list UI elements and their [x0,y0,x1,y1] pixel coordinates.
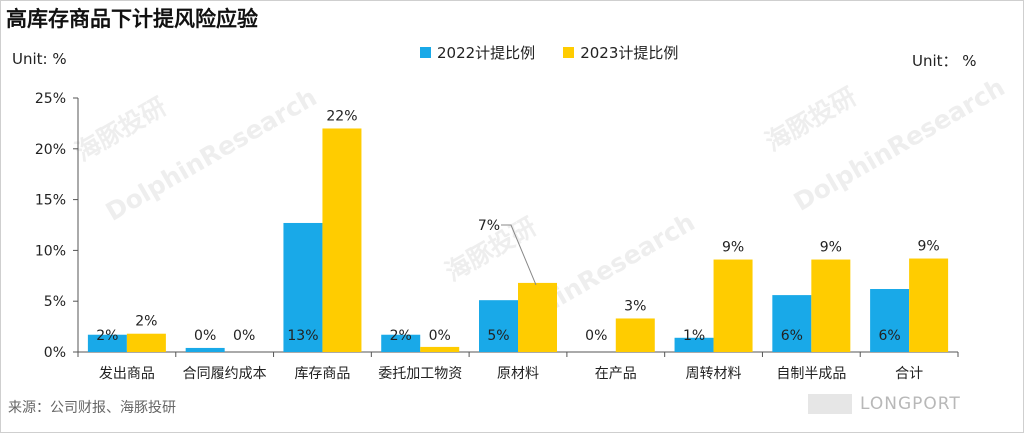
data-label-2023: 7% [478,218,500,234]
bar-2023 [615,318,655,352]
data-label-2022: 2% [390,328,412,344]
bar-2022 [87,334,127,352]
data-label-2023: 0% [233,328,255,344]
bar-2022 [283,222,323,352]
data-label-2022: 6% [781,328,803,344]
x-tick-label: 原材料 [497,366,539,382]
data-label-2022: 0% [585,328,607,344]
x-tick-label: 合计 [895,366,923,382]
data-label-2023: 9% [722,240,744,256]
x-tick-label: 在产品 [595,366,637,382]
legend-swatch-2023 [563,47,575,58]
bar-2022 [381,334,421,352]
bar-2023 [713,259,753,352]
unit-label-right: Unit： % [912,52,977,70]
bar-2023 [322,128,362,352]
x-tick-label: 合同履约成本 [183,366,267,382]
leader-line [501,224,537,286]
data-label-2022: 6% [879,328,901,344]
data-label-2022: 0% [194,328,216,344]
y-tick-label: 0% [44,345,66,361]
y-tick-label: 5% [44,294,66,310]
x-tick-label: 自制半成品 [776,366,846,382]
bar-2022 [674,337,714,352]
data-label-2022: 5% [487,328,509,344]
bar-2023 [126,333,166,352]
y-tick-label: 25% [35,91,66,107]
y-tick-label: 10% [35,243,66,259]
bar-2022 [185,347,225,352]
brand-mark-icon [808,394,852,414]
x-tick-label: 周转材料 [686,366,742,382]
legend-label-2022: 2022计提比例 [437,44,536,62]
bar-2023 [518,282,557,352]
x-tick-label: 发出商品 [99,366,155,382]
data-label-2023: 2% [135,314,157,330]
y-tick-label: 15% [35,193,66,209]
x-tick-label: 库存商品 [294,366,350,382]
legend-swatch-2022 [420,47,431,58]
legend: 2022计提比例 2023计提比例 [420,42,678,63]
data-label-2022: 2% [96,328,118,344]
data-label-2022: 1% [683,328,705,344]
bar-2023 [909,258,949,352]
brand-logo: LONGPORT [808,394,961,414]
data-label-2023: 22% [326,108,357,124]
data-label-2023: 3% [624,298,646,314]
x-tick-label: 委托加工物资 [378,366,462,382]
legend-label-2023: 2023计提比例 [580,44,679,62]
source-note: 来源：公司财报、海豚投研 [8,400,176,416]
chart-title: 高库存商品下计提风险应验 [6,7,258,31]
legend-item-2023: 2023计提比例 [563,42,678,63]
bar-2022 [479,300,518,352]
bar-2022 [772,295,812,352]
bar-2023 [811,259,851,352]
brand-text: LONGPORT [860,394,961,414]
unit-label-left: Unit: % [12,50,67,68]
bar-2022 [870,289,910,352]
legend-item-2022: 2022计提比例 [420,42,535,63]
data-label-2023: 9% [918,239,940,255]
y-tick-label: 20% [35,142,66,158]
data-label-2022: 13% [287,328,318,344]
data-label-2023: 9% [820,240,842,256]
bar-2023 [420,346,460,352]
data-label-2023: 0% [429,328,451,344]
